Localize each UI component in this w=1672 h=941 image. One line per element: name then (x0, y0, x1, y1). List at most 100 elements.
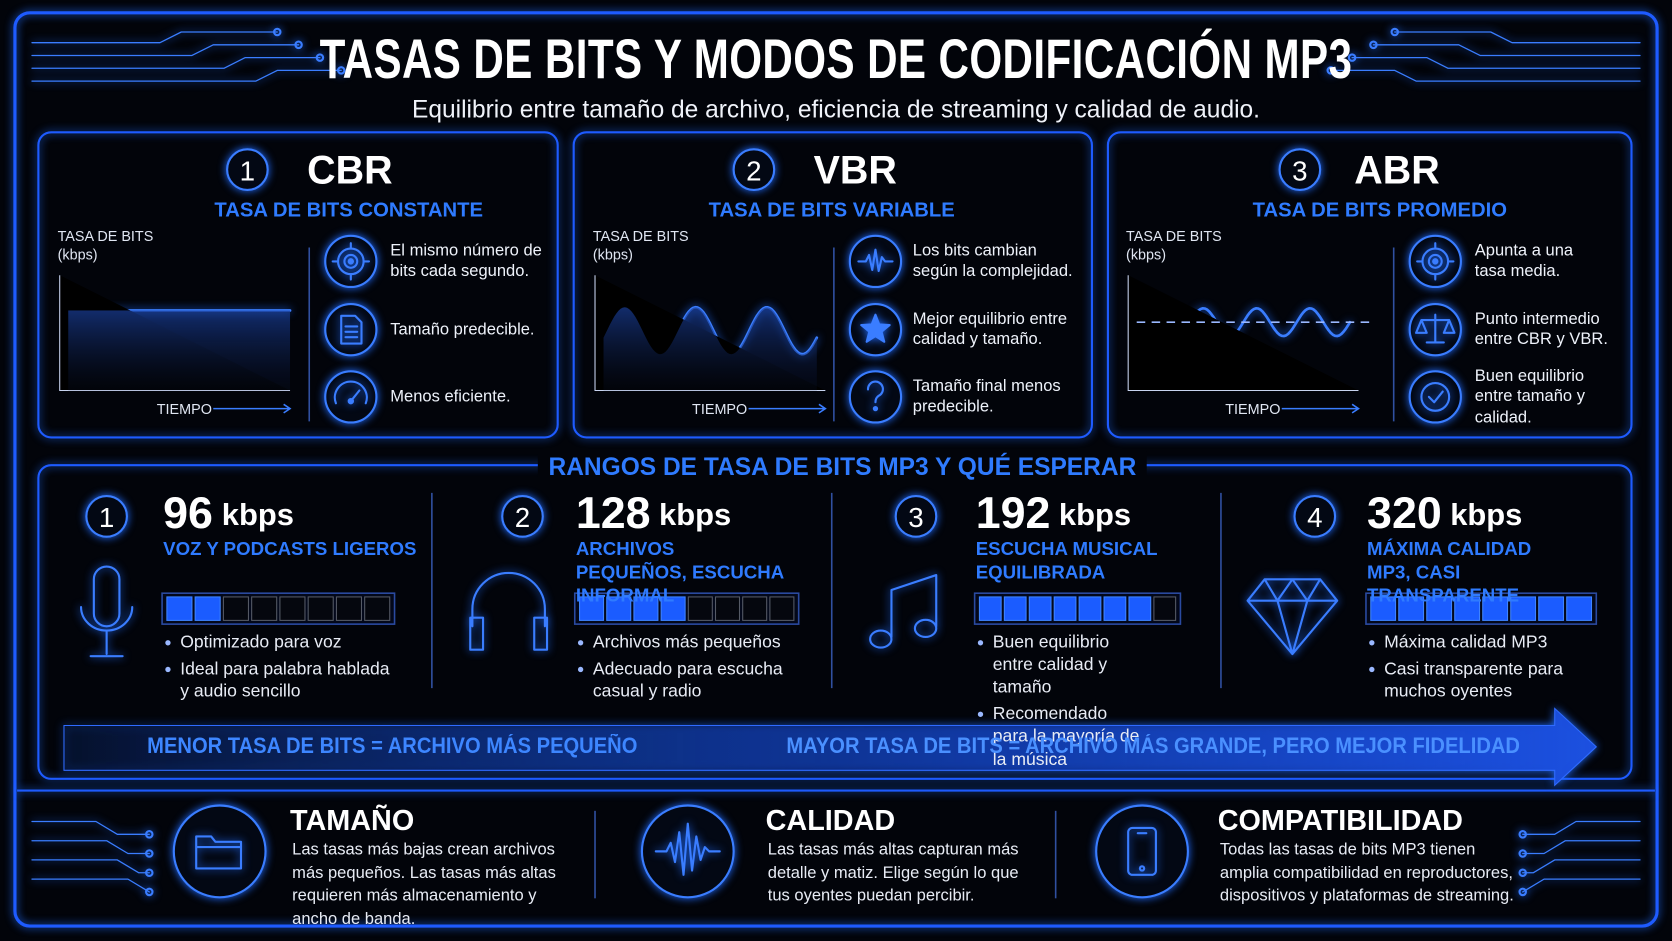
rate-description: MÁXIMA CALIDAD MP3, CASI TRANSPARENTE (1367, 537, 1532, 606)
meter-cell-filled (1028, 596, 1052, 621)
rate-value: 320 (1367, 487, 1442, 538)
icon-stroke (913, 618, 938, 639)
feature-icon (866, 380, 884, 412)
number-circle (894, 495, 938, 538)
axis-arrow (1281, 403, 1360, 414)
meter-cell-filled (1538, 596, 1565, 621)
icon-stroke (340, 314, 363, 345)
meter-cell-filled (1482, 596, 1509, 621)
meter-cell-filled (579, 596, 605, 621)
mode-number: 3 (1292, 154, 1308, 187)
rate-description: ESCUCHA MUSICAL EQUILIBRADA (975, 537, 1158, 583)
footer-title: TAMAÑO (290, 804, 415, 837)
meter-cell-filled (978, 596, 1002, 621)
bullet-list: Buen equilibrio entre calidad y tamaño Re… (976, 632, 1147, 776)
icon-stroke (1415, 313, 1456, 344)
feature-text: Menos eficiente. (390, 387, 511, 406)
circuit-node (1390, 27, 1400, 37)
circuit-trace (31, 56, 321, 69)
rate-unit: kbps (658, 498, 732, 533)
meter-cell-filled (660, 596, 686, 621)
icon-stroke (1138, 865, 1146, 872)
circuit-node (145, 868, 154, 877)
circuit-node (145, 830, 154, 839)
range-number: 1 (98, 501, 115, 534)
outer-frame (13, 11, 1659, 928)
meter-cell-empty (714, 596, 741, 621)
title: TASAS DE BITS Y MODOS DE CODIFICACIÓN MP… (319, 28, 1353, 91)
meter-cell-empty (769, 596, 795, 621)
ranges-title: RANGOS DE TASA DE BITS MP3 Y QUÉ ESPERAR (537, 451, 1147, 482)
meter-cell-filled (1103, 596, 1127, 621)
circuit-trace (1522, 840, 1641, 855)
footer-icon (1127, 826, 1157, 876)
feature-text: Los bits cambian según la complejidad. (912, 241, 1073, 281)
number-circle (1278, 148, 1322, 191)
footer-icon (195, 835, 243, 870)
footer-icon (654, 822, 721, 876)
icon-stroke (1416, 242, 1455, 281)
feature-text: El mismo número de bits cada segundo. (390, 241, 542, 281)
meter-cell-filled (1454, 596, 1481, 621)
feature-icon-ring (848, 370, 903, 424)
meter-cell-filled (1003, 596, 1027, 621)
mode-panel (37, 131, 559, 439)
meter-cell-filled (1053, 596, 1077, 621)
meter-cell-filled (1566, 596, 1593, 621)
range-number: 4 (1307, 501, 1323, 534)
icon-stroke (195, 835, 243, 870)
circuit-trace (31, 69, 342, 82)
circuit-trace (1522, 878, 1641, 893)
icon-stroke (1127, 826, 1157, 876)
circuit-trace (31, 820, 150, 835)
meter-cell-empty (335, 596, 363, 621)
subtitle: Equilibrio entre tamaño de archivo, efic… (412, 94, 1261, 123)
feature-icon-ring (324, 370, 378, 424)
feature-text: Tamaño predecible. (390, 320, 535, 339)
mode-subtitle: TASA DE BITS CONSTANTE (214, 199, 484, 222)
range-icon (869, 573, 938, 649)
meter-cell-filled (1426, 596, 1453, 621)
circuit-trace (31, 31, 278, 44)
bullet-list: Máxima calidad MP3 Casi transparente para… (1367, 632, 1564, 708)
circuit-node (336, 66, 346, 75)
meter-cell-empty (222, 596, 249, 621)
feature-icon (857, 248, 894, 273)
meter-cell-empty (279, 596, 306, 621)
circuit-trace (1522, 820, 1641, 835)
feature-icon-ring (324, 302, 378, 357)
bullet-list: Archivos más pequeños Adecuado para escuc… (576, 632, 795, 708)
range-icon (1246, 578, 1339, 656)
icon-stroke (857, 248, 894, 273)
circuit-node (145, 849, 154, 858)
icon-stroke (1427, 253, 1443, 269)
rate-unit: kbps (1450, 498, 1523, 533)
icon-stroke (872, 405, 879, 412)
feature-icon (333, 380, 368, 405)
y-axis-label: TASA DE BITS (kbps) (57, 228, 154, 263)
meter-cell-empty (742, 596, 768, 621)
bullet: Recomendado para la mayoría de la música (976, 703, 1147, 771)
circuit-trace (1394, 31, 1641, 44)
meter-cell-empty (251, 596, 278, 621)
circuit-trace (1330, 69, 1641, 82)
range-icon (469, 571, 549, 651)
icon-stroke (1427, 390, 1444, 404)
meter-cell-empty (307, 596, 334, 621)
circuit-node (1518, 849, 1527, 858)
meter-cell-filled (166, 596, 193, 621)
circuit-trace (31, 840, 150, 855)
icon-stroke (866, 380, 884, 404)
feature-text: Punto intermedio entre CBR y VBR. (1474, 310, 1608, 349)
bullet: Casi transparente para muchos oyentes (1367, 658, 1564, 703)
signal-fill (68, 310, 291, 391)
circuit-node (145, 887, 154, 897)
rate-value: 192 (975, 487, 1051, 538)
feature-text: Tamaño final menos predecible. (912, 377, 1061, 417)
circuit-trace (1522, 859, 1641, 874)
icon-stroke (347, 258, 355, 265)
mode-name: CBR (307, 148, 393, 193)
axis-arrow (748, 403, 827, 414)
meter-cell-filled (1510, 596, 1537, 621)
